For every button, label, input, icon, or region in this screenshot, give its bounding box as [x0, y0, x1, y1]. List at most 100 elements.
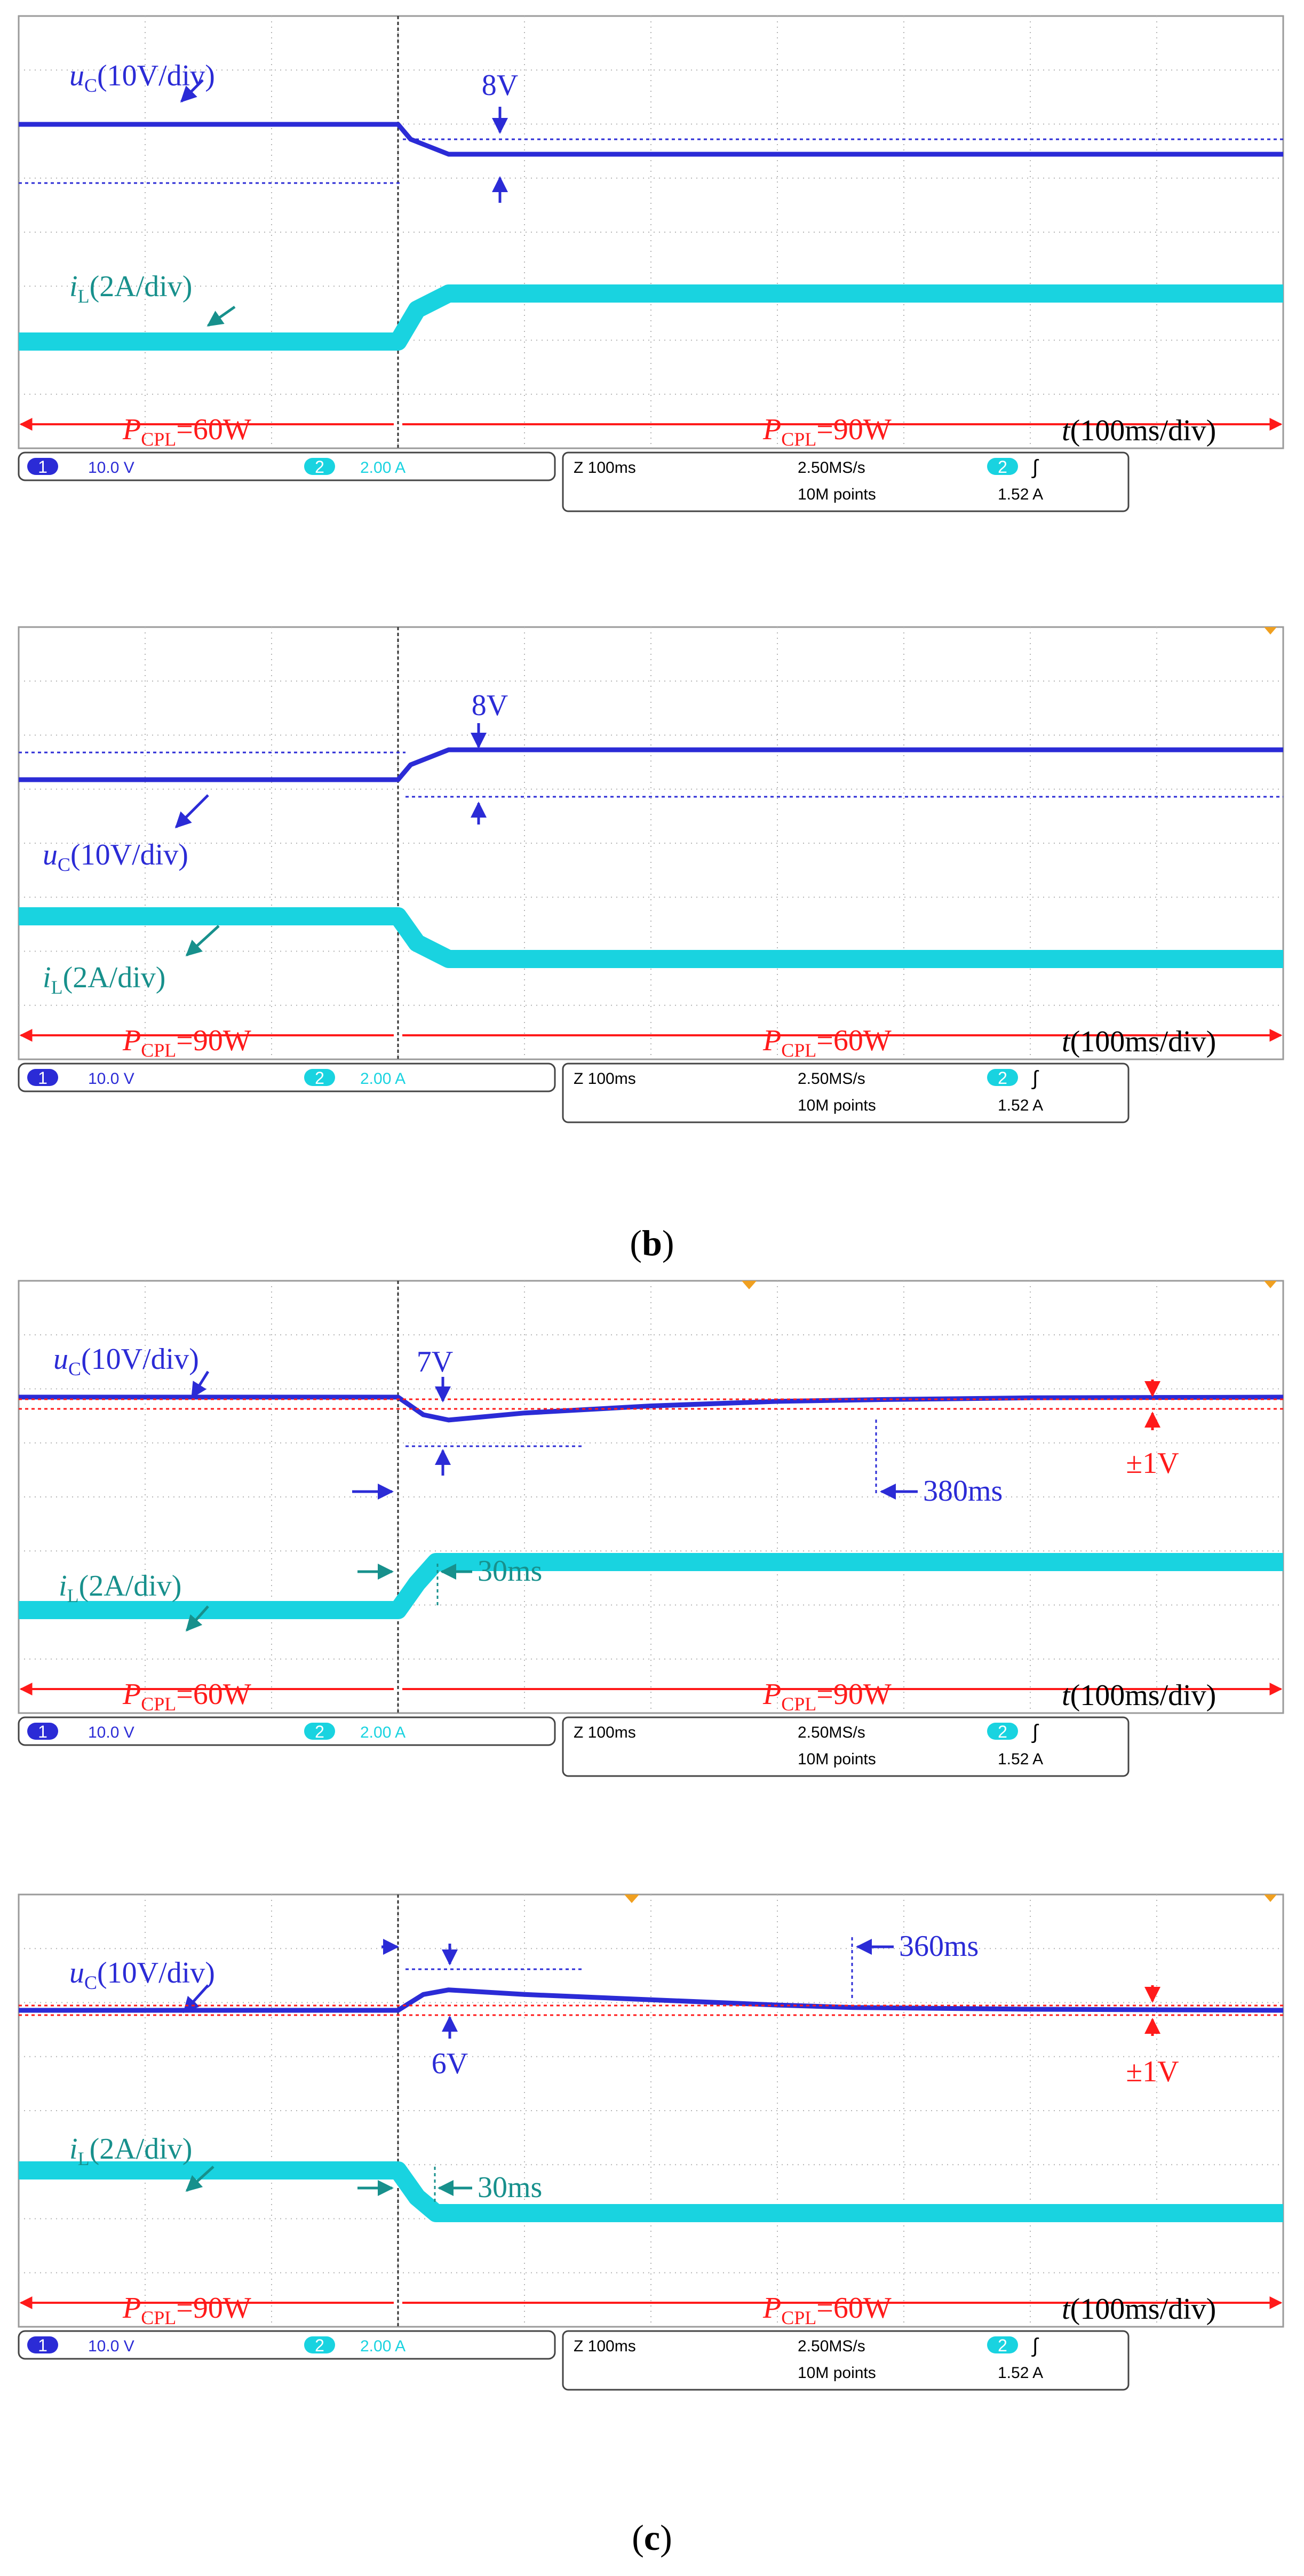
delta-label: 8V — [472, 689, 508, 722]
record-length: 10M points — [798, 1097, 876, 1114]
trace-uc — [19, 1987, 1284, 2013]
channel-status-bar — [18, 2330, 556, 2360]
ch1-number: 1 — [38, 1068, 47, 1088]
ch2-badge — [304, 2336, 335, 2353]
record-length: 10M points — [798, 486, 876, 503]
trigger-slope-icon: ∫ — [1031, 2335, 1039, 2357]
il-label: iL(2A/div) — [69, 2133, 192, 2169]
load-label-after: PCPL=90W — [762, 413, 892, 450]
ch1-scale: 10.0 V — [88, 1724, 134, 1741]
sample-rate: 2.50MS/s — [798, 2337, 865, 2355]
ch1-badge — [27, 1723, 58, 1740]
record-length: 10M points — [798, 1750, 876, 1768]
load-label-before: PCPL=90W — [122, 1024, 251, 1061]
ch1-number: 1 — [38, 2336, 47, 2355]
delta-label: 6V — [432, 2047, 468, 2080]
trigger-position-icon — [742, 1281, 757, 1289]
time-axis-label: t(100ms/div) — [1062, 414, 1216, 447]
sample-rate: 2.50MS/s — [798, 459, 865, 477]
trigger-channel-number: 2 — [998, 2336, 1007, 2355]
channel-status-bar — [18, 451, 556, 481]
current-rise-label: 30ms — [478, 1555, 542, 1588]
scope-panel-1: PCPL=60W PCPL=90W t(100ms/div) 1 10.0 V 2 2.00… — [18, 15, 1284, 512]
trigger-channel-badge — [987, 1069, 1018, 1086]
caption-b: (b) — [630, 1223, 674, 1263]
trace-il — [19, 284, 1283, 351]
il-label: iL(2A/div) — [59, 1570, 181, 1606]
ch1-badge — [27, 2336, 58, 2353]
timebase-status-box — [562, 2330, 1130, 2391]
time-axis-label: t(100ms/div) — [1062, 1025, 1216, 1058]
uc-label-pointer — [174, 794, 209, 829]
uc-label: uC(10V/div) — [69, 1956, 215, 1993]
trigger-marker-icon — [1264, 1895, 1277, 1902]
trace-il — [19, 2161, 1283, 2222]
trigger-channel-badge — [987, 1723, 1018, 1740]
uc-label: uC(10V/div) — [43, 838, 188, 875]
sample-rate: 2.50MS/s — [798, 1724, 865, 1741]
scope-panel-2: PCPL=90W PCPL=60W t(100ms/div) 1 10.0 V 2 2.00… — [18, 626, 1284, 1123]
il-label: iL(2A/div) — [69, 270, 192, 307]
load-label-before: PCPL=90W — [122, 2292, 251, 2328]
uc-label-pointer — [182, 1984, 209, 2014]
trigger-level: 1.52 A — [998, 1750, 1043, 1768]
band-label: ±1V — [1126, 2055, 1179, 2088]
il-label: iL(2A/div) — [43, 961, 165, 998]
scope-panel-3: PCPL=60W PCPL=90W t(100ms/div) 1 10.0 V 2 2.00… — [18, 1280, 1284, 1777]
uc-label-pointer — [180, 79, 204, 103]
timebase-status-box — [562, 451, 1130, 512]
il-label-pointer — [185, 2166, 214, 2192]
ch2-scale: 2.00 A — [360, 459, 405, 477]
time-axis-label: t(100ms/div) — [1062, 1679, 1216, 1712]
uc-label: uC(10V/div) — [53, 1343, 199, 1380]
trigger-marker-icon — [1264, 1281, 1277, 1288]
trigger-level: 1.52 A — [998, 1097, 1043, 1114]
sample-rate: 2.50MS/s — [798, 1070, 865, 1088]
trace-uc — [19, 747, 1283, 782]
delta-label: 8V — [482, 69, 518, 102]
uc-label: uC(10V/div) — [69, 59, 215, 96]
trigger-channel-badge — [987, 458, 1018, 475]
ch1-scale: 10.0 V — [88, 459, 134, 477]
ch1-scale: 10.0 V — [88, 1070, 134, 1088]
load-label-before: PCPL=60W — [122, 1678, 251, 1715]
band-label: ±1V — [1126, 1447, 1179, 1480]
delta-label: 7V — [417, 1345, 453, 1378]
trace-il — [19, 907, 1283, 968]
trigger-slope-icon: ∫ — [1031, 1067, 1039, 1090]
timebase-status-box — [562, 1716, 1130, 1777]
il-label-pointer — [186, 1605, 209, 1632]
ch1-scale: 10.0 V — [88, 2337, 134, 2355]
settling-time-label: 360ms — [899, 1930, 979, 1963]
load-label-before: PCPL=60W — [122, 413, 251, 450]
uc-label-pointer — [190, 1370, 210, 1399]
ch1-number: 1 — [38, 457, 47, 477]
load-label-after: PCPL=60W — [762, 2292, 892, 2328]
current-fall-label: 30ms — [478, 2171, 542, 2204]
graticule-frame — [18, 1280, 1284, 1714]
ch1-badge — [27, 1069, 58, 1086]
timebase-value: Z 100ms — [574, 459, 636, 477]
caption-c: (c) — [632, 2517, 672, 2558]
ch1-badge — [27, 458, 58, 475]
channel-status-bar — [18, 1063, 556, 1092]
trigger-slope-icon: ∫ — [1031, 1721, 1039, 1743]
trigger-channel-badge — [987, 2336, 1018, 2353]
scope-panel-4: PCPL=90W PCPL=60W t(100ms/div) 1 10.0 V 2 2.00… — [18, 1893, 1284, 2391]
ch2-badge — [304, 458, 335, 475]
channel-status-bar — [18, 1716, 556, 1746]
ch2-number: 2 — [315, 457, 324, 477]
trace-il — [19, 1553, 1283, 1619]
timebase-value: Z 100ms — [574, 1070, 636, 1088]
trigger-channel-number: 2 — [998, 1722, 1007, 1741]
trigger-level: 1.52 A — [998, 486, 1043, 503]
graticule-frame — [18, 1893, 1284, 2328]
trigger-channel-number: 2 — [998, 457, 1007, 477]
timebase-status-box — [562, 1063, 1130, 1123]
trigger-slope-icon: ∫ — [1031, 456, 1039, 479]
time-axis-label: t(100ms/div) — [1062, 2293, 1216, 2326]
trigger-channel-number: 2 — [998, 1068, 1007, 1088]
ch2-badge — [304, 1069, 335, 1086]
ch2-scale: 2.00 A — [360, 1070, 405, 1088]
ch2-scale: 2.00 A — [360, 2337, 405, 2355]
